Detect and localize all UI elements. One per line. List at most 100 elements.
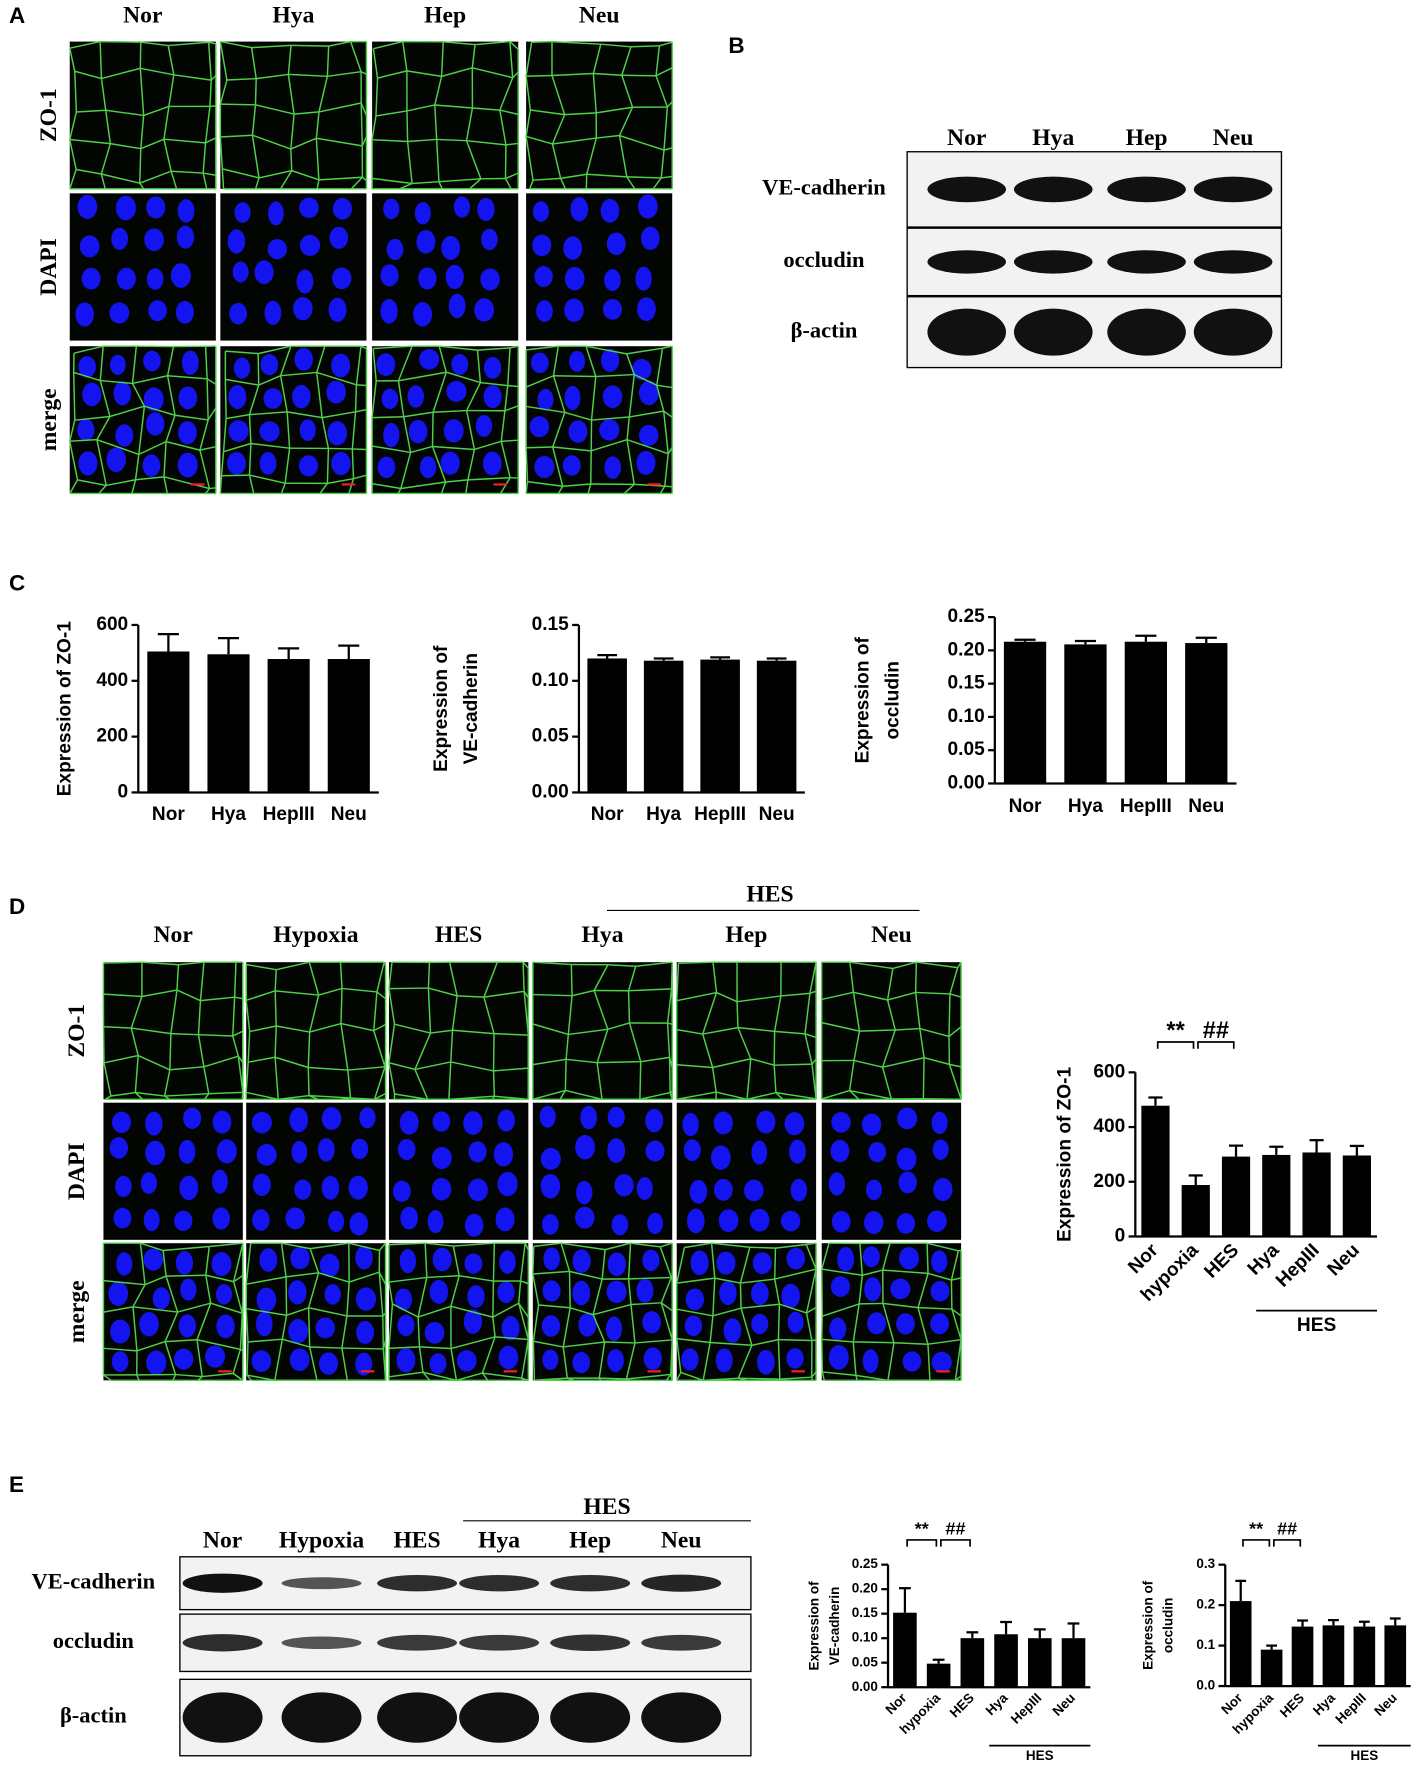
junction <box>427 988 432 1034</box>
nucleus <box>259 421 280 442</box>
bar <box>1342 1155 1371 1237</box>
nucleus <box>599 419 620 441</box>
y-tick-label: 0.3 <box>1196 1556 1215 1571</box>
nucleus <box>142 454 161 477</box>
junction <box>206 378 209 420</box>
nucleus <box>145 1111 163 1136</box>
junction <box>219 79 228 105</box>
junction <box>400 481 446 490</box>
junction <box>251 44 292 49</box>
nucleus <box>416 230 436 254</box>
junction <box>249 474 286 484</box>
junction <box>144 405 176 416</box>
junction <box>881 1029 896 1068</box>
junction <box>414 1061 451 1071</box>
nucleus <box>828 1172 846 1196</box>
micrograph <box>102 961 244 1101</box>
micrograph <box>388 1242 530 1382</box>
nucleus <box>534 265 553 288</box>
nucleus <box>380 299 398 324</box>
junction <box>465 382 482 411</box>
nucleus <box>756 1110 776 1134</box>
junction <box>388 1371 424 1378</box>
junction <box>73 345 104 354</box>
junction <box>569 1307 594 1316</box>
junction <box>914 992 921 1029</box>
significance-bracket <box>1273 1539 1302 1547</box>
junction <box>774 1063 813 1066</box>
y-tick-label: 0.00 <box>852 1679 878 1694</box>
micrograph <box>103 1102 243 1240</box>
blot-band <box>182 1573 263 1593</box>
junction <box>684 1242 712 1249</box>
nucleus <box>215 1284 233 1305</box>
nucleus <box>251 1111 272 1134</box>
junction <box>492 1302 520 1318</box>
junction <box>599 1377 627 1380</box>
lane-label: Nor <box>203 1528 242 1554</box>
junction <box>664 453 669 487</box>
column-label: Hep <box>424 2 466 28</box>
junction <box>164 1092 209 1097</box>
micrograph <box>532 961 673 1101</box>
junction <box>528 179 534 190</box>
blot-band <box>1107 308 1186 356</box>
junction <box>360 102 368 116</box>
junction <box>551 40 601 45</box>
nucleus <box>607 1252 626 1277</box>
junction <box>132 1306 178 1313</box>
junction <box>676 1064 713 1069</box>
nucleus <box>829 1317 847 1341</box>
junction <box>504 385 509 411</box>
junction <box>483 961 498 998</box>
junction <box>99 346 104 381</box>
junction <box>308 1066 348 1071</box>
junction <box>406 141 413 184</box>
micrograph <box>371 40 519 190</box>
nucleus <box>475 414 493 437</box>
junction <box>110 142 141 150</box>
nucleus <box>173 1348 194 1370</box>
nucleus <box>111 227 129 250</box>
junction <box>927 1338 962 1345</box>
junction <box>440 481 447 494</box>
nucleus <box>408 419 428 444</box>
junction <box>443 41 476 46</box>
nucleus <box>606 1316 623 1342</box>
junction <box>476 350 482 383</box>
junction <box>521 1339 530 1379</box>
junction <box>200 996 235 1002</box>
junction <box>505 142 519 146</box>
nucleus <box>751 1313 769 1335</box>
nucleus <box>396 1348 416 1373</box>
junction <box>219 41 228 81</box>
nucleus <box>636 450 656 475</box>
nucleus <box>441 235 461 260</box>
nucleus <box>543 1247 560 1271</box>
nucleus <box>267 238 287 260</box>
junction <box>821 991 854 1001</box>
junction <box>434 104 438 140</box>
junction <box>627 990 631 1023</box>
nucleus <box>429 1279 449 1304</box>
junction <box>887 1342 895 1381</box>
nucleus <box>294 347 314 371</box>
junction <box>349 41 362 72</box>
junction <box>340 988 343 1024</box>
y-tick-label: 0.10 <box>852 1630 878 1645</box>
junction <box>136 1374 140 1381</box>
junction <box>425 1242 454 1247</box>
nucleus <box>713 1178 733 1201</box>
junction <box>427 962 431 989</box>
micrograph <box>675 1242 817 1382</box>
nucleus <box>532 201 550 222</box>
junction <box>104 110 112 144</box>
x-tick-label: Neu <box>1324 1240 1364 1280</box>
junction <box>140 115 145 149</box>
junction <box>232 1243 244 1282</box>
junction <box>245 1062 249 1093</box>
nucleus <box>483 385 502 409</box>
lane-label: Hya <box>1032 125 1074 151</box>
junction <box>99 380 111 417</box>
nucleus <box>468 1141 487 1163</box>
